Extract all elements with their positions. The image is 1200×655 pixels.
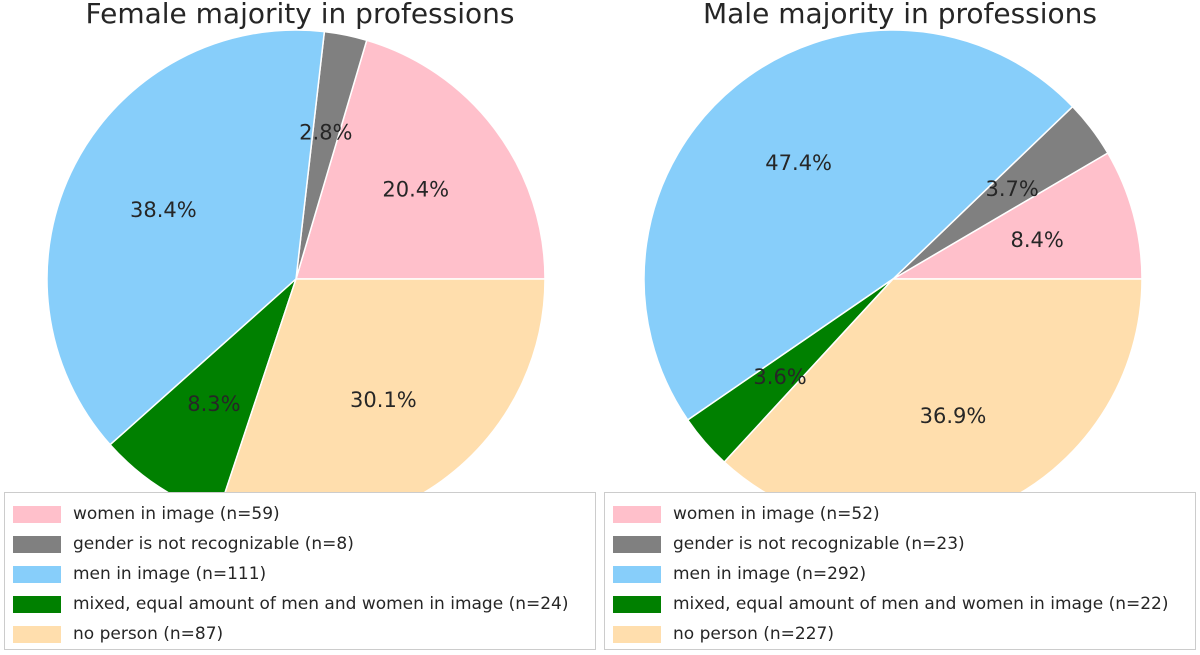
pie-slice-percent-label: 30.1% <box>350 388 417 412</box>
pie-plot-male-majority: 8.4% 3.7% 47.4% 3.6% 36.9% <box>643 29 1143 529</box>
legend-swatch <box>13 595 61 613</box>
pie-slice-men-in-image <box>643 29 1074 422</box>
pie-slice-percent-label: 2.8% <box>299 121 352 145</box>
legend-label: women in image (n=52) <box>673 504 880 524</box>
legend-swatch <box>613 535 661 553</box>
legend-label: no person (n=87) <box>73 624 224 644</box>
legend-item-mixed-equal-amount-of-men-and-women-in-image: mixed, equal amount of men and women in … <box>13 589 595 619</box>
pie-slice-percent-label: 20.4% <box>382 178 449 202</box>
legend-label: mixed, equal amount of men and women in … <box>73 594 569 614</box>
legend-label: gender is not recognizable (n=8) <box>73 534 354 554</box>
legend-label: men in image (n=292) <box>673 564 867 584</box>
pie-slice-percent-label: 8.3% <box>187 392 240 416</box>
legend-swatch <box>613 595 661 613</box>
legend-item-men-in-image: men in image (n=292) <box>613 559 1195 589</box>
legend-label: no person (n=227) <box>673 624 834 644</box>
legend-item-women-in-image: women in image (n=52) <box>613 499 1195 529</box>
legend-swatch <box>613 565 661 583</box>
pie-chart-female-majority: 20.4% 2.8% 38.4% 8.3% 30.1% Female majority … <box>4 0 596 650</box>
pie-plot-female-majority: 20.4% 2.8% 38.4% 8.3% 30.1% <box>46 29 546 529</box>
legend-item-men-in-image: men in image (n=111) <box>13 559 595 589</box>
pie-slice-percent-label: 36.9% <box>920 404 987 428</box>
pie-slice-percent-label: 38.4% <box>130 198 197 222</box>
pie-slice-percent-label: 3.7% <box>985 177 1038 201</box>
legend-item-women-in-image: women in image (n=59) <box>13 499 595 529</box>
legend-swatch <box>13 505 61 523</box>
chart-title: Female majority in professions <box>85 0 515 30</box>
legend-item-no-person: no person (n=227) <box>613 619 1195 649</box>
legend-swatch <box>613 625 661 643</box>
legend-label: women in image (n=59) <box>73 504 280 524</box>
legend-swatch <box>13 565 61 583</box>
pie-chart-male-majority: 8.4% 3.7% 47.4% 3.6% 36.9% Male majority in … <box>600 0 1200 655</box>
pie-slice-percent-label: 8.4% <box>1010 228 1063 252</box>
pie-slice-women-in-image <box>890 152 1143 280</box>
pie-slice-women-in-image <box>294 39 546 280</box>
legend-item-mixed-equal-amount-of-men-and-women-in-image: mixed, equal amount of men and women in … <box>613 589 1195 619</box>
chart-title: Male majority in professions <box>702 0 1098 30</box>
legend-item-gender-is-not-recognizable: gender is not recognizable (n=23) <box>613 529 1195 559</box>
legend: women in image (n=52) gender is not recog… <box>604 492 1196 650</box>
legend: women in image (n=59) gender is not recog… <box>4 492 596 650</box>
legend-swatch <box>13 625 61 643</box>
legend-swatch <box>613 505 661 523</box>
legend-item-no-person: no person (n=87) <box>13 619 595 649</box>
pie-slice-percent-label: 47.4% <box>765 151 832 175</box>
pie-slice-percent-label: 3.6% <box>753 365 806 389</box>
legend-label: mixed, equal amount of men and women in … <box>673 594 1169 614</box>
legend-label: men in image (n=111) <box>73 564 267 584</box>
legend-label: gender is not recognizable (n=23) <box>673 534 965 554</box>
legend-swatch <box>13 535 61 553</box>
pie-slice-men-in-image <box>46 29 326 446</box>
legend-item-gender-is-not-recognizable: gender is not recognizable (n=8) <box>13 529 595 559</box>
